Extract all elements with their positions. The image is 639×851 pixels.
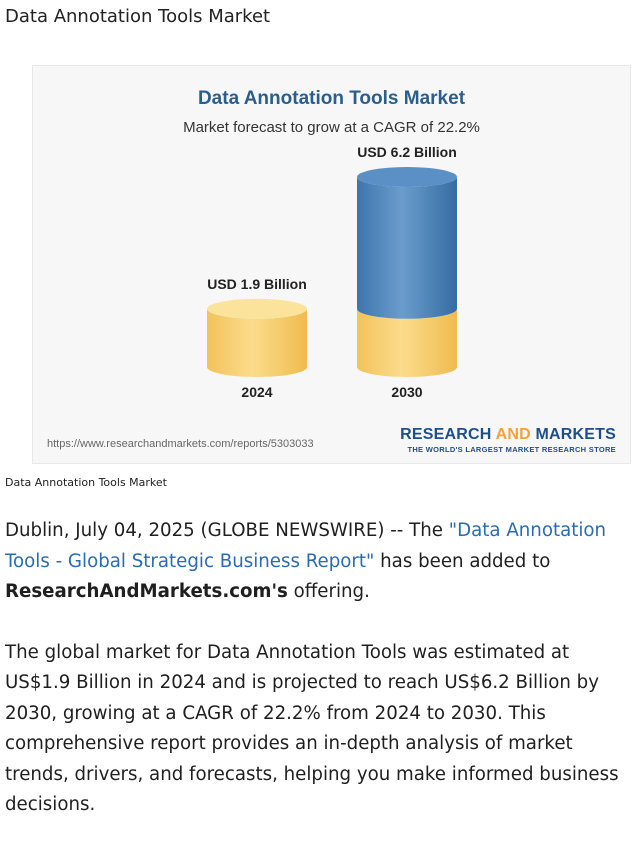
bar-growth-segment-2030: [357, 177, 457, 319]
market-chart-figure: Data Annotation Tools Market Market fore…: [32, 65, 631, 464]
article-paragraph-1: Dublin, July 04, 2025 (GLOBE NEWSWIRE) -…: [5, 520, 607, 602]
bar-cap-2030: [357, 167, 457, 187]
bar-2024: USD 1.9 Billion 2024: [207, 276, 307, 400]
bar-cap-2024: [207, 298, 307, 319]
brand-tagline: THE WORLD'S LARGEST MARKET RESEARCH STOR…: [407, 445, 616, 454]
source-url: https://www.researchandmarkets.com/repor…: [47, 438, 314, 450]
brand-name: RESEARCH AND MARKETS: [400, 426, 616, 443]
report-link[interactable]: "Data Annotation Tools - Global Strategi…: [5, 520, 607, 572]
brand-logo: RESEARCH AND MARKETS THE WORLD'S LARGEST…: [400, 426, 616, 454]
bar-2030: USD 6.2 Billion 2030: [357, 144, 457, 400]
bar-base-segment-2030: [357, 308, 457, 377]
chart-plot: USD 1.9 Billion 2024 USD 6.2 Billion 2030: [207, 144, 457, 400]
chart-subtitle: Market forecast to grow at a CAGR of 22.…: [183, 119, 480, 136]
company-name: ResearchAndMarkets.com's: [5, 581, 288, 602]
value-label-2024: USD 1.9 Billion: [207, 276, 307, 292]
figure-caption: Data Annotation Tools Market: [5, 476, 167, 489]
value-label-2030: USD 6.2 Billion: [357, 144, 457, 160]
article-paragraph-2: The global market for Data Annotation To…: [5, 641, 619, 816]
category-label-2024: 2024: [241, 384, 272, 400]
chart-title: Data Annotation Tools Market: [197, 88, 466, 109]
bar-body-2024: [207, 308, 307, 377]
article-body: Dublin, July 04, 2025 (GLOBE NEWSWIRE) -…: [5, 516, 635, 851]
page-title: Data Annotation Tools Market: [5, 6, 271, 27]
category-label-2030: 2030: [391, 384, 422, 400]
